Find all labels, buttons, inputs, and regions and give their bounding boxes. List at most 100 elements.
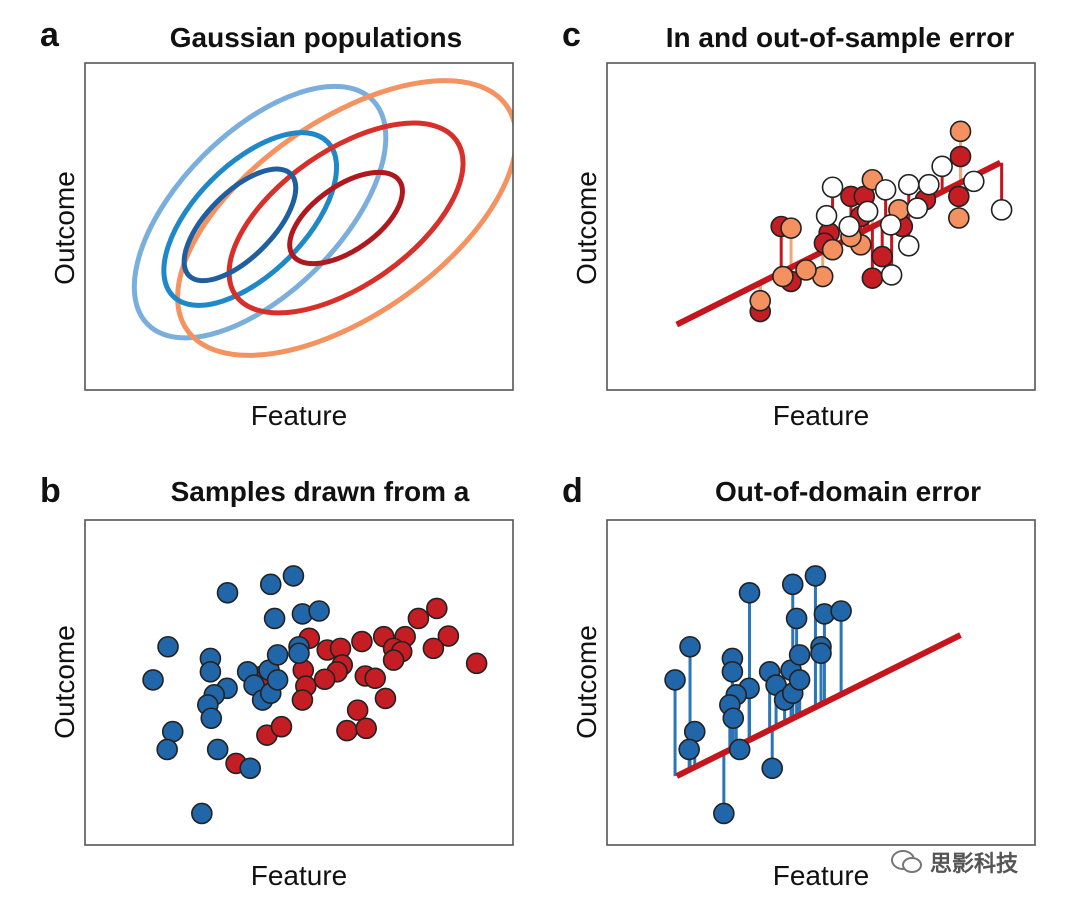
panel-c-ylabel: Outcome [571, 171, 602, 285]
point-white [918, 173, 940, 196]
point-blue [664, 669, 686, 691]
point-blue [288, 642, 310, 665]
point-blue [781, 573, 804, 596]
panel-b-ylabel: Outcome [49, 625, 80, 739]
contour-blue-1 [181, 166, 299, 284]
point-blue [804, 565, 827, 587]
panel-b-plot [84, 519, 514, 846]
point-red [270, 715, 293, 738]
point-red [313, 668, 336, 691]
point-blue [161, 720, 184, 743]
panel-a-marks [131, 78, 513, 358]
panel-c-plot [606, 62, 1036, 391]
point-orange [821, 238, 844, 261]
point-blue [266, 669, 289, 691]
point-red [346, 699, 369, 721]
point-white [897, 234, 920, 257]
point-white [856, 200, 879, 223]
point-white [815, 204, 838, 227]
panel-a-ylabel: Outcome [49, 171, 80, 285]
contour-orange-3 [175, 78, 513, 358]
panel-b-marks [142, 565, 488, 825]
point-orange [749, 289, 772, 312]
point-white [821, 176, 844, 199]
point-blue [199, 660, 222, 683]
point-blue [785, 607, 808, 630]
panel-d-title: Out-of-domain error [715, 476, 981, 507]
panel-c-frame [606, 62, 1036, 391]
point-blue [156, 738, 178, 761]
point-blue [259, 573, 282, 596]
point-blue [788, 644, 811, 666]
point-blue [728, 738, 751, 761]
point-orange [772, 265, 794, 288]
point-red [336, 719, 358, 742]
point-blue [200, 707, 223, 730]
panel-d-xlabel: Feature [772, 860, 870, 891]
panel-d-frame [606, 519, 1036, 846]
point-white [880, 264, 903, 286]
point-orange [795, 259, 817, 281]
point-blue [713, 802, 735, 825]
point-white [990, 199, 1013, 221]
point-blue [282, 565, 305, 587]
wechat-icon [891, 850, 922, 873]
point-blue [678, 738, 700, 761]
point-blue [239, 757, 262, 780]
panel-a-plot [84, 62, 514, 391]
panel-a-title: Gaussian populations [169, 22, 463, 53]
point-blue [683, 720, 706, 743]
point-blue [266, 644, 289, 666]
point-blue [761, 757, 784, 780]
point-blue [142, 669, 164, 691]
panel-b-xlabel: Feature [250, 860, 348, 891]
point-blue [721, 660, 744, 683]
panel-c-marks [675, 120, 1013, 328]
point-red [871, 245, 894, 268]
contour-blue-3 [131, 83, 389, 341]
point-white [931, 155, 953, 178]
panel-c-letter: c [562, 16, 581, 54]
panel-d-plot [606, 519, 1036, 846]
panel-b-frame [84, 519, 514, 846]
panel-c-title: In and out-of-sample error [665, 22, 1015, 53]
contour-red-1 [287, 169, 405, 267]
point-red [407, 607, 430, 630]
point-orange [780, 217, 802, 239]
point-white [874, 179, 897, 201]
point-red [374, 687, 397, 710]
point-red [422, 637, 445, 660]
panel-d-ylabel: Outcome [571, 625, 602, 739]
point-white [962, 170, 985, 193]
point-white [838, 215, 861, 238]
fit-line [675, 632, 962, 779]
point-blue [308, 600, 330, 622]
point-blue [722, 707, 745, 730]
point-blue [830, 600, 852, 622]
point-red [948, 185, 970, 208]
panel-b-title: Samples drawn from a [170, 476, 470, 507]
point-red [437, 625, 460, 647]
point-red [949, 145, 972, 168]
contour-red-2 [226, 120, 466, 316]
watermark: 思影科技 [890, 846, 1018, 878]
point-blue [216, 581, 239, 604]
watermark-text: 思影科技 [930, 851, 1019, 876]
panel-a-frame [84, 62, 514, 391]
panel-a-letter: a [40, 16, 59, 54]
point-blue [263, 607, 286, 630]
panel-b-letter: b [40, 472, 61, 510]
point-white [897, 173, 920, 196]
point-white [879, 214, 902, 236]
panel-d-letter: d [562, 472, 583, 510]
point-orange [948, 207, 970, 229]
point-blue [788, 669, 811, 691]
point-red [861, 267, 884, 289]
point-blue [191, 802, 213, 825]
point-blue [810, 642, 832, 665]
point-red [355, 717, 377, 740]
point-red [465, 652, 488, 675]
panel-a-xlabel: Feature [250, 400, 348, 431]
